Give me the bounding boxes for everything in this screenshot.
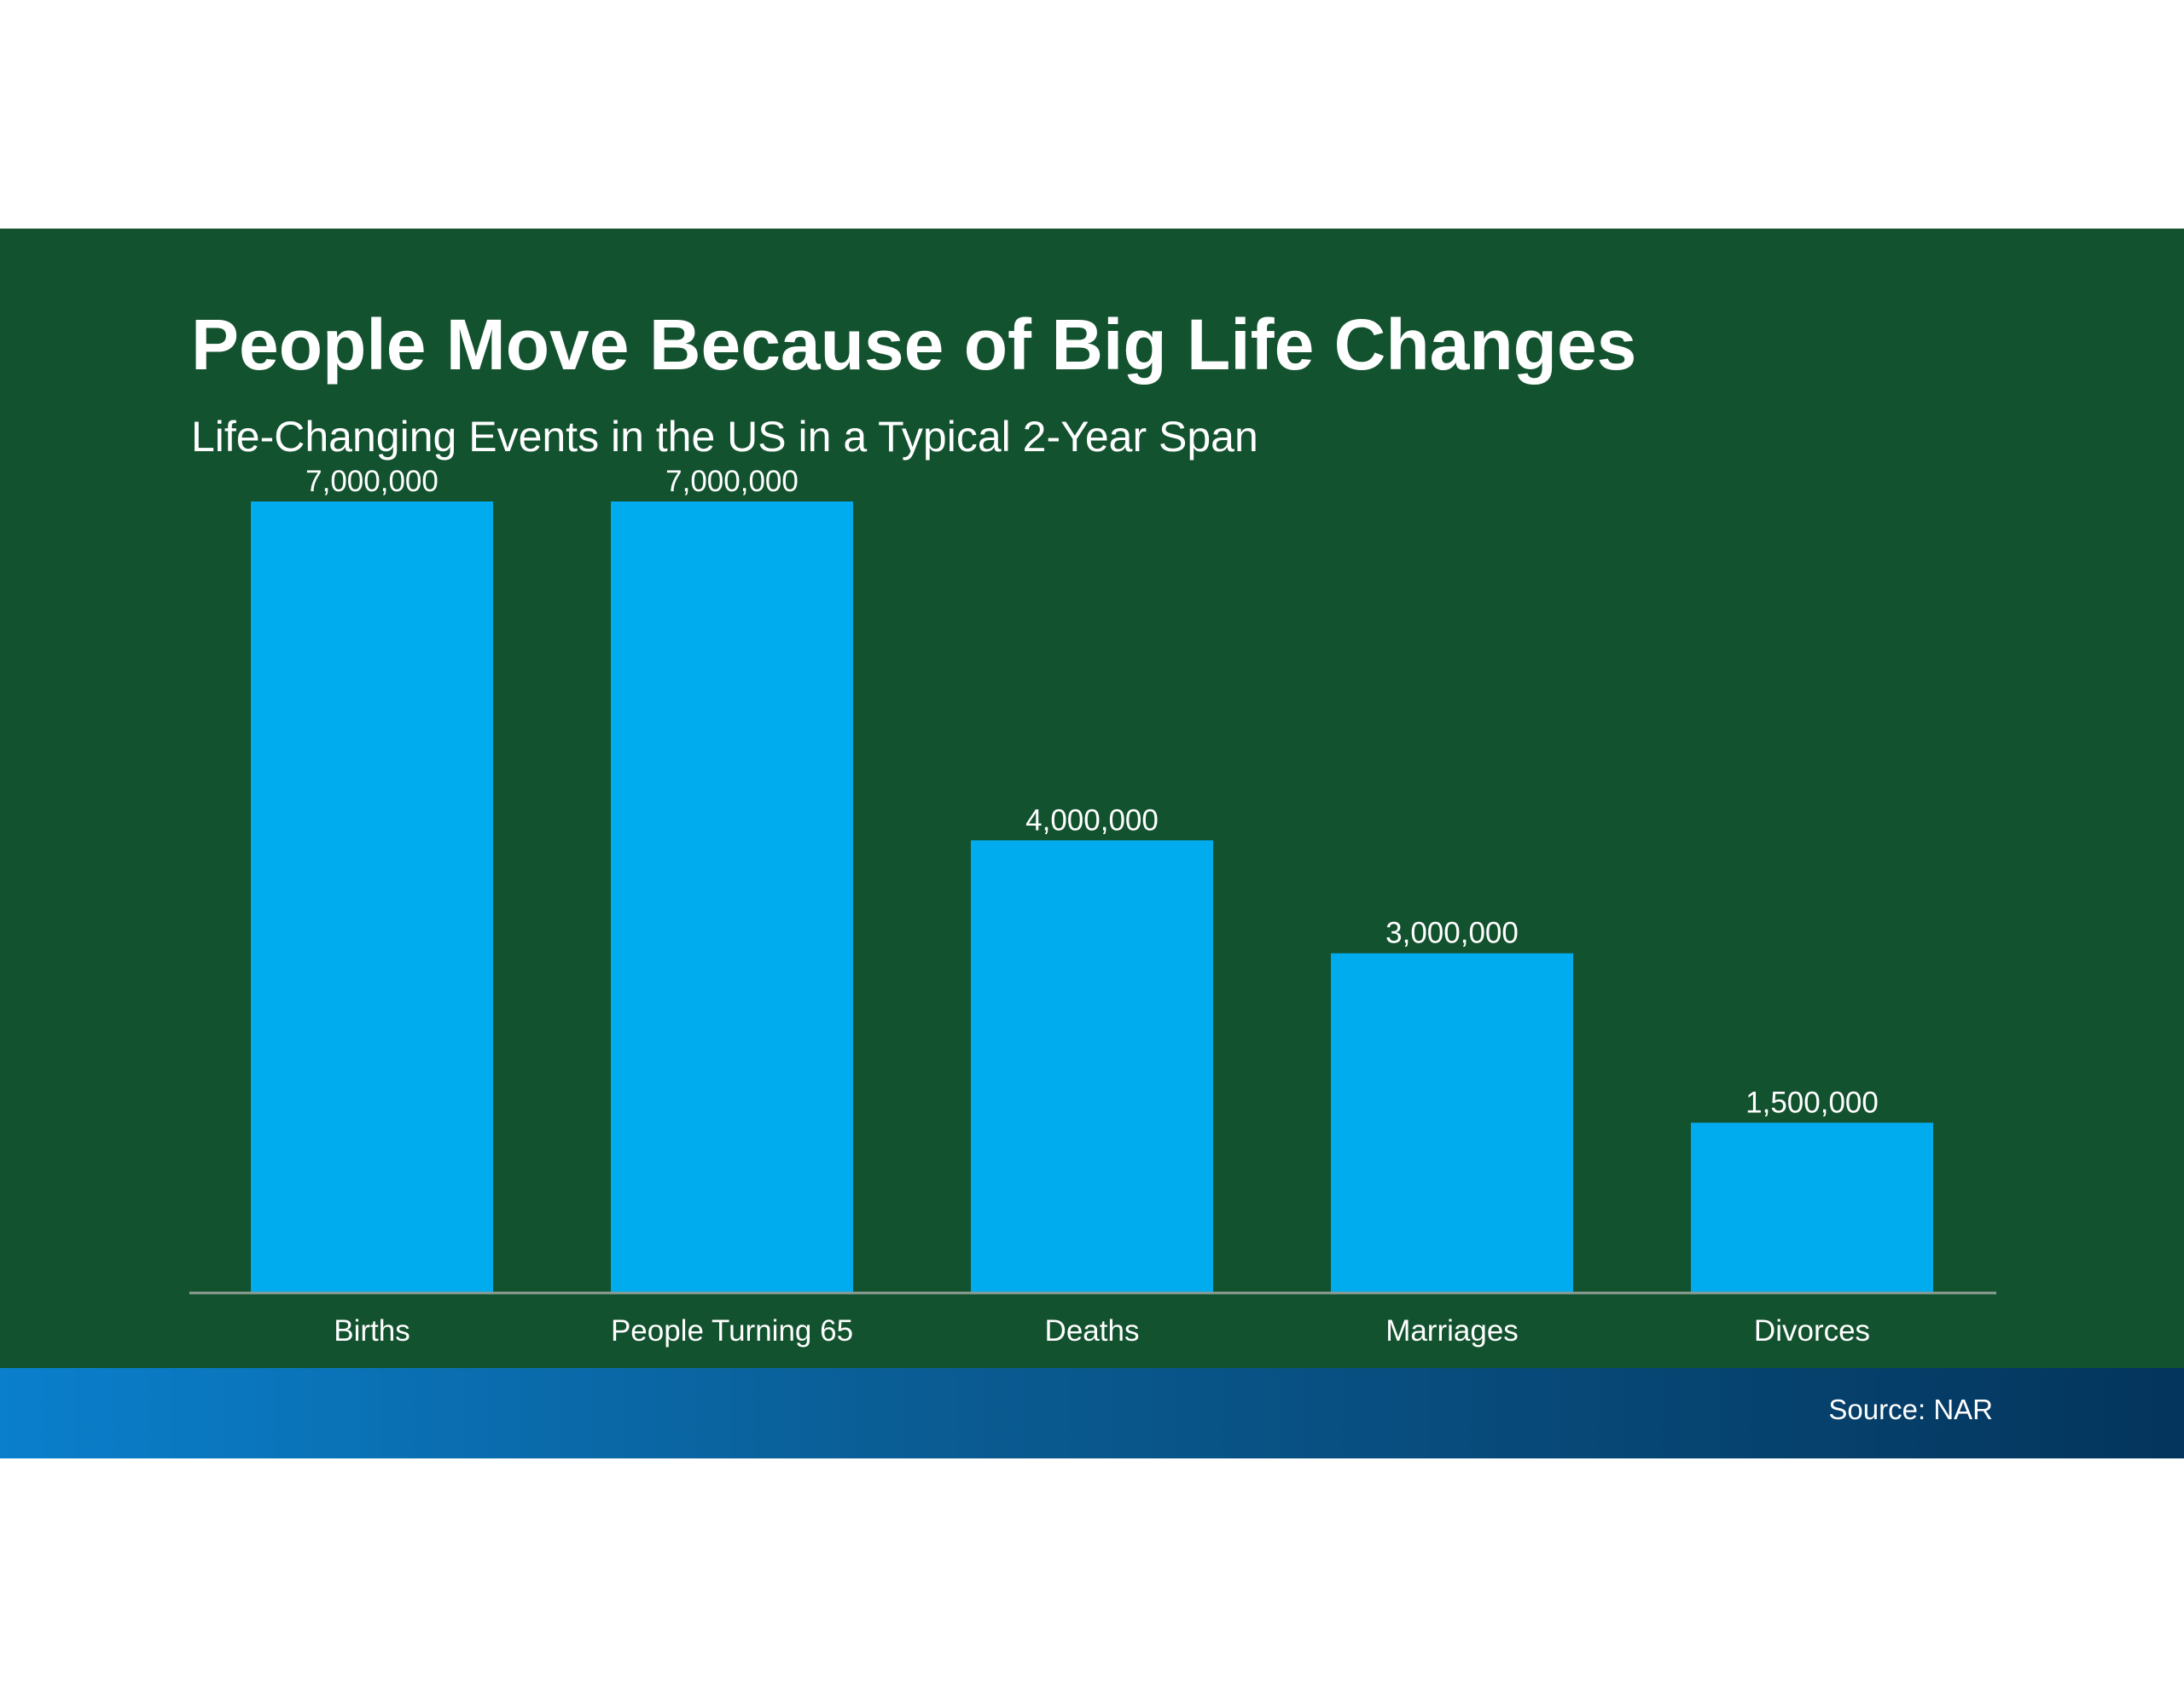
bar-chart: 7,000,000 Births 7,000,000 People Turning 6…	[189, 465, 1996, 1348]
footer-bar: Source: NAR	[0, 1368, 2184, 1458]
x-tick-label: Marriages	[1385, 1314, 1519, 1348]
bar-births	[251, 501, 493, 1292]
x-tick-label: People Turning 65	[611, 1314, 853, 1348]
bar-divorces	[1691, 1122, 1933, 1292]
x-tick-label: Divorces	[1754, 1314, 1870, 1348]
bar-people-turning-65	[611, 501, 853, 1292]
data-label: 1,500,000	[1745, 1086, 1879, 1119]
data-label: 3,000,000	[1385, 917, 1519, 950]
bar-marriages	[1331, 953, 1573, 1292]
data-label: 7,000,000	[665, 465, 799, 498]
bar-deaths	[971, 840, 1213, 1292]
x-tick-label: Deaths	[1045, 1314, 1140, 1348]
chart-subtitle: Life-Changing Events in the US in a Typi…	[191, 413, 1258, 461]
chart-title: People Move Because of Big Life Changes	[191, 304, 1637, 385]
data-label: 7,000,000	[305, 465, 439, 498]
x-tick-label: Births	[334, 1314, 410, 1348]
chart-panel: People Move Because of Big Life Changes …	[0, 229, 2184, 1368]
data-label: 4,000,000	[1025, 803, 1159, 837]
source-label: Source: NAR	[1828, 1394, 1993, 1425]
